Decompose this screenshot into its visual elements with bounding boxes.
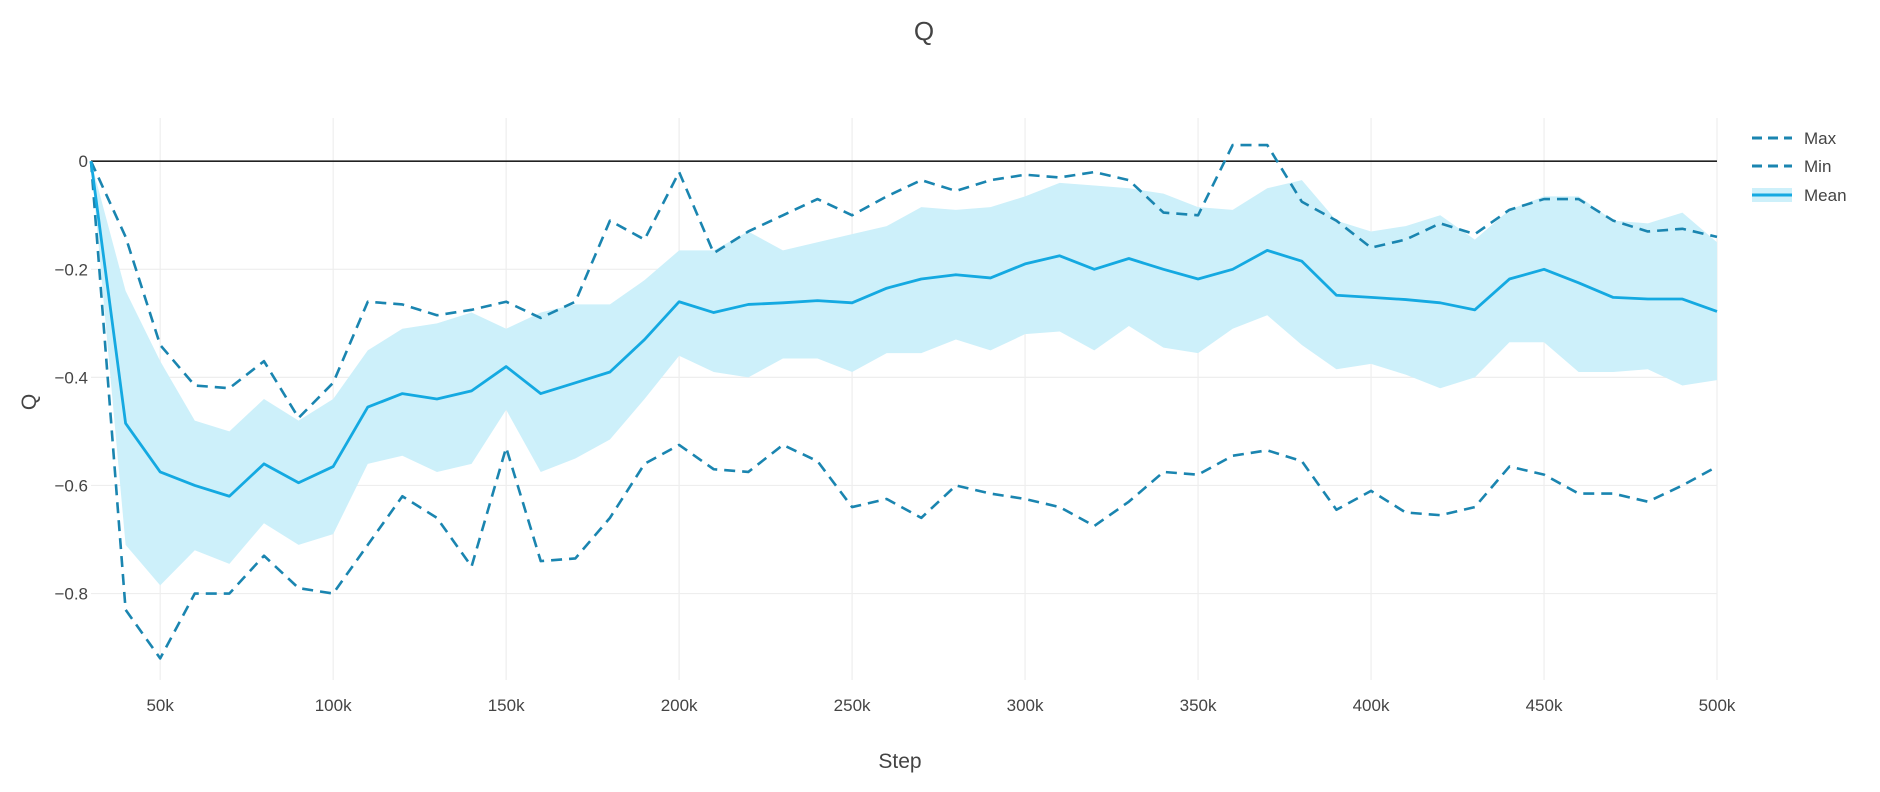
x-axis-ticks: 50k 100k 150k 200k 250k 300k 350k 400k 450k 500k xyxy=(146,696,1735,715)
x-tick-label-500k: 500k xyxy=(1699,696,1736,715)
series-line-mean xyxy=(89,161,1718,498)
x-tick-label-400k: 400k xyxy=(1353,696,1390,715)
x-tick-label-150k: 150k xyxy=(488,696,525,715)
y-tick-label-1: −0.2 xyxy=(54,260,88,279)
x-tick-label-450k: 450k xyxy=(1526,696,1563,715)
mean-band-area xyxy=(91,161,1717,586)
x-tick-label-50k: 50k xyxy=(146,696,174,715)
x-axis-title: Step xyxy=(878,750,921,773)
y-tick-label-4: −0.8 xyxy=(54,585,88,604)
mean-band xyxy=(91,161,1717,586)
legend-label-max: Max xyxy=(1804,129,1837,148)
series-line-min xyxy=(89,161,1718,660)
y-tick-label-3: −0.6 xyxy=(54,476,88,495)
y-axis-ticks: 0 −0.2 −0.4 −0.6 −0.8 xyxy=(54,152,88,603)
legend-label-mean: Mean xyxy=(1804,186,1847,205)
legend-item-mean[interactable]: Mean xyxy=(1752,186,1847,205)
chart-title: Q xyxy=(914,16,934,46)
legend-item-min[interactable]: Min xyxy=(1752,157,1831,176)
y-tick-label-2: −0.4 xyxy=(54,368,88,387)
series-line-max xyxy=(89,143,1718,420)
legend[interactable]: Max Min Mean xyxy=(1752,129,1847,205)
y-axis-title: Q xyxy=(18,394,41,410)
legend-item-max[interactable]: Max xyxy=(1752,129,1837,148)
x-tick-label-300k: 300k xyxy=(1007,696,1044,715)
x-tick-label-350k: 350k xyxy=(1180,696,1217,715)
x-tick-label-250k: 250k xyxy=(834,696,871,715)
x-tick-label-200k: 200k xyxy=(661,696,698,715)
series-lines xyxy=(89,143,1718,660)
x-tick-label-100k: 100k xyxy=(315,696,352,715)
y-tick-label-0: 0 xyxy=(79,152,88,171)
legend-label-min: Min xyxy=(1804,157,1831,176)
